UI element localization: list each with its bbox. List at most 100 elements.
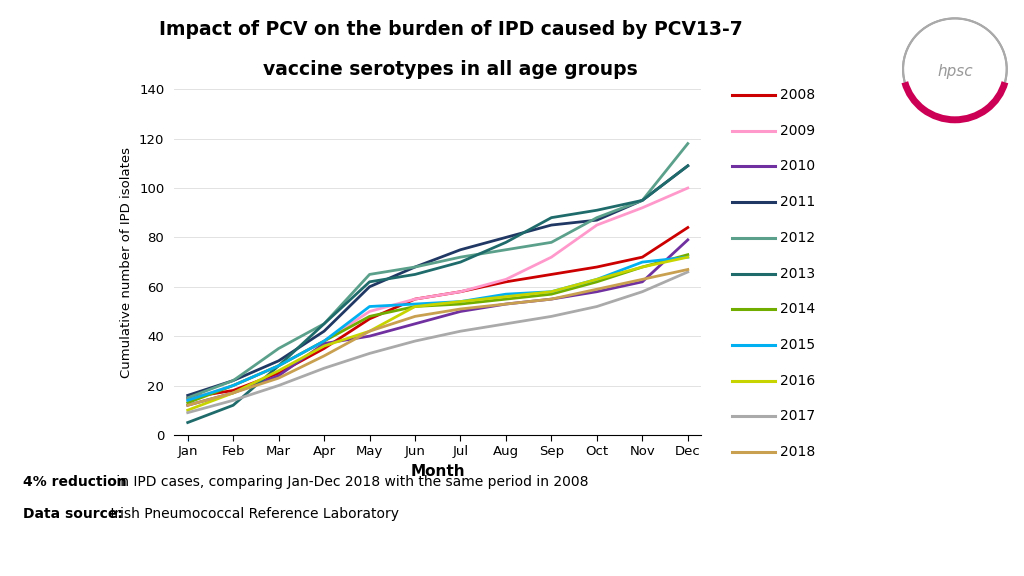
Text: 2011: 2011 (780, 195, 815, 209)
2018 (636, 276, 648, 283)
2017 (682, 268, 694, 275)
2017 (591, 303, 603, 310)
2014 (181, 399, 194, 406)
2009 (409, 295, 421, 302)
2012 (591, 214, 603, 221)
Text: vaccine serotypes in all age groups: vaccine serotypes in all age groups (263, 60, 638, 79)
Text: 2010: 2010 (780, 160, 815, 173)
Text: 2009: 2009 (780, 124, 815, 138)
2009 (682, 184, 694, 191)
2013 (318, 320, 331, 327)
Text: 4% reduction: 4% reduction (23, 475, 126, 489)
2017 (181, 409, 194, 416)
2010 (500, 301, 512, 308)
2014 (272, 362, 285, 369)
2009 (227, 382, 240, 389)
2018 (591, 286, 603, 293)
2011 (636, 197, 648, 204)
2014 (682, 251, 694, 258)
2008 (318, 345, 331, 352)
2013 (591, 207, 603, 214)
2012 (409, 264, 421, 271)
2017 (455, 328, 467, 335)
Line: 2017: 2017 (187, 272, 688, 412)
2010 (272, 372, 285, 379)
2010 (591, 288, 603, 295)
2013 (181, 419, 194, 426)
2011 (500, 234, 512, 241)
Text: Data source:: Data source: (23, 507, 123, 521)
2016 (636, 264, 648, 271)
2013 (500, 239, 512, 246)
Line: 2014: 2014 (187, 255, 688, 403)
2008 (636, 253, 648, 260)
2010 (455, 308, 467, 315)
2014 (318, 338, 331, 344)
2016 (318, 343, 331, 350)
2008 (227, 387, 240, 394)
2017 (545, 313, 557, 320)
2017 (318, 365, 331, 372)
2015 (591, 276, 603, 283)
2016 (591, 276, 603, 283)
Line: 2013: 2013 (187, 166, 688, 423)
2009 (636, 204, 648, 211)
2013 (364, 278, 376, 285)
2018 (181, 402, 194, 409)
2018 (318, 353, 331, 359)
2009 (545, 253, 557, 260)
2015 (545, 288, 557, 295)
2009 (455, 288, 467, 295)
2015 (636, 259, 648, 266)
2015 (409, 301, 421, 308)
2018 (545, 295, 557, 302)
2008 (682, 224, 694, 231)
Line: 2018: 2018 (187, 270, 688, 406)
2014 (227, 382, 240, 389)
2018 (364, 328, 376, 335)
Text: 2013: 2013 (780, 267, 815, 281)
2015 (500, 291, 512, 298)
2011 (364, 283, 376, 290)
2008 (591, 264, 603, 271)
2017 (636, 288, 648, 295)
2012 (636, 197, 648, 204)
2013 (409, 271, 421, 278)
2009 (272, 362, 285, 369)
2014 (500, 295, 512, 302)
2009 (318, 338, 331, 344)
Text: 2012: 2012 (780, 231, 815, 245)
2012 (364, 271, 376, 278)
2011 (181, 392, 194, 399)
Text: 2017: 2017 (780, 410, 815, 423)
Circle shape (904, 20, 1006, 119)
2017 (364, 350, 376, 357)
2009 (591, 222, 603, 229)
2013 (455, 259, 467, 266)
2011 (682, 162, 694, 169)
Text: 2018: 2018 (780, 445, 815, 459)
2015 (455, 298, 467, 305)
Line: 2011: 2011 (187, 166, 688, 395)
2015 (318, 338, 331, 344)
2011 (409, 264, 421, 271)
2010 (636, 278, 648, 285)
2012 (181, 395, 194, 401)
2010 (181, 402, 194, 409)
2008 (545, 271, 557, 278)
Text: hpsc: hpsc (937, 64, 973, 79)
2012 (500, 247, 512, 253)
2009 (181, 397, 194, 404)
2014 (409, 303, 421, 310)
2011 (318, 328, 331, 335)
Text: 2008: 2008 (780, 88, 815, 102)
Text: Impact of PCV on the burden of IPD caused by PCV13-7: Impact of PCV on the burden of IPD cause… (159, 20, 742, 39)
2018 (272, 374, 285, 381)
2015 (272, 362, 285, 369)
2011 (272, 357, 285, 364)
2014 (545, 291, 557, 298)
2010 (545, 295, 557, 302)
2008 (455, 288, 467, 295)
2011 (227, 377, 240, 384)
Text: Irish Pneumococcal Reference Laboratory: Irish Pneumococcal Reference Laboratory (106, 507, 399, 521)
